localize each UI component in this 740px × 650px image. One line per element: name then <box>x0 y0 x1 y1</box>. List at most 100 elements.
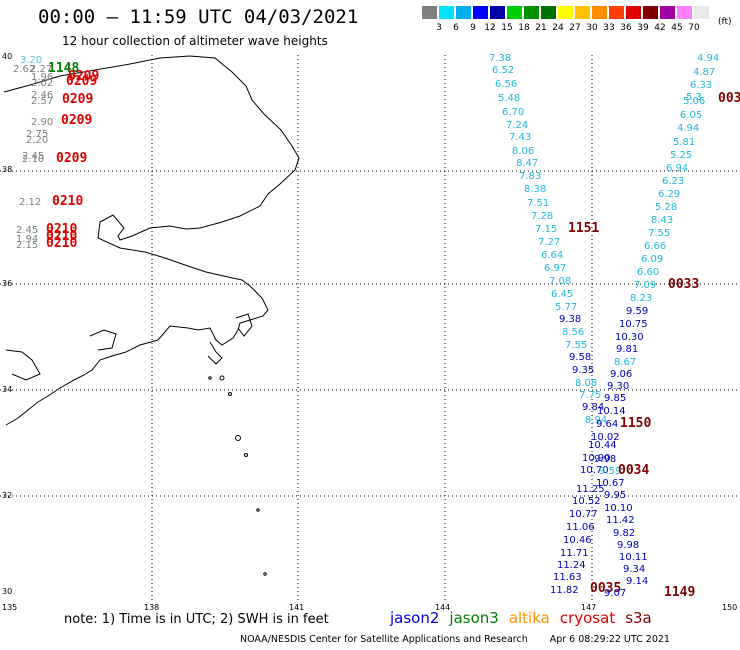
wave-height-label: 9.59 <box>626 306 648 317</box>
pass-time-label: 1150 <box>620 416 651 431</box>
wave-height-label: 2.02 <box>31 78 53 89</box>
coastline <box>3 55 300 576</box>
pass-time-label: 1149 <box>664 585 695 600</box>
wave-height-label: 7.28 <box>531 211 553 222</box>
scale-swatch <box>575 6 590 19</box>
pass-time-label: 0209 <box>62 92 93 107</box>
wave-height-label: 8.43 <box>651 215 673 226</box>
legend-item-cryosat: cryosat <box>559 609 616 627</box>
wave-height-label: 6.64 <box>541 250 563 261</box>
wave-height-label: 5.06 <box>683 96 705 107</box>
wave-height-label: 10.10 <box>604 503 633 514</box>
wave-height-label: 6.66 <box>644 241 666 252</box>
wave-height-label: 2.45 <box>16 225 38 236</box>
wave-height-label: 8.38 <box>524 184 546 195</box>
wave-height-label: 6.09 <box>641 254 663 265</box>
scale-label: 12 <box>484 23 496 33</box>
wave-height-label: 10.02 <box>591 432 620 443</box>
wave-height-label: 9.59 <box>599 466 621 477</box>
scale-swatch <box>507 6 522 19</box>
wave-height-label: 4.94 <box>677 123 699 134</box>
scale-swatch <box>524 6 539 19</box>
wave-height-label: 10.44 <box>588 440 617 451</box>
wave-height-label: 10.14 <box>597 406 626 417</box>
wave-height-label: 6.05 <box>680 110 702 121</box>
wave-height-label: 6.56 <box>495 79 517 90</box>
wave-height-label: 11.63 <box>553 572 582 583</box>
scale-swatch <box>473 6 488 19</box>
wave-height-label: 7.43 <box>509 132 531 143</box>
lon-label-135: 135 <box>2 603 18 612</box>
wave-height-label: 2.57 <box>31 96 53 107</box>
generated-time: Apr 6 08:29:22 UTC 2021 <box>549 634 670 645</box>
scale-swatch <box>439 6 454 19</box>
wave-height-label: 8.06 <box>512 146 534 157</box>
pass-time-label: 0209 <box>56 151 87 166</box>
wave-height-label: 8.08 <box>575 378 597 389</box>
wave-height-label: 2.15 <box>16 240 38 251</box>
legend-item-altika: altika <box>508 609 550 627</box>
scale-label: 18 <box>518 23 530 33</box>
scale-swatch <box>490 6 505 19</box>
wave-height-label: 10.70 <box>580 465 609 476</box>
pass-time-label: 0210 <box>46 229 77 244</box>
wave-height-label: 2.12 <box>19 197 41 208</box>
wave-height-label: 6.94 <box>666 163 688 174</box>
wave-height-label: 10.90 <box>582 453 611 464</box>
wave-height-label: 5.25 <box>670 150 692 161</box>
wave-height-label: 9.98 <box>617 540 639 551</box>
scale-label: 70 <box>688 23 700 33</box>
scale-label: 30 <box>586 23 598 33</box>
wave-height-label: 1.96 <box>31 72 53 83</box>
map-grid <box>0 55 740 600</box>
wave-height-label: 6.29 <box>658 189 680 200</box>
lon-label-150: 150 <box>722 603 738 612</box>
wave-height-label: 7.83 <box>519 171 541 182</box>
wave-height-label: 7.15 <box>535 224 557 235</box>
wave-height-label: 5.81 <box>673 137 695 148</box>
wave-height-label: 7.09 <box>634 280 656 291</box>
page-title: 00:00 – 11:59 UTC 04/03/2021 <box>38 6 359 28</box>
wave-height-label: 6.70 <box>502 107 524 118</box>
scale-label: 3 <box>436 23 442 33</box>
scale-swatch <box>609 6 624 19</box>
scale-label: 21 <box>535 23 547 33</box>
scale-unit: (ft) <box>718 17 732 27</box>
wave-height-label: 10.30 <box>615 332 644 343</box>
wave-height-label: 2.10 <box>22 154 44 165</box>
wave-height-label: 9.81 <box>616 344 638 355</box>
wave-height-label: 8.94 <box>585 415 607 426</box>
wave-height-label: 3.20 <box>20 55 42 66</box>
wave-height-label: 9.95 <box>604 490 626 501</box>
scale-swatch <box>558 6 573 19</box>
scale-label: 33 <box>603 23 615 33</box>
pass-time-label: 0210 <box>52 194 83 209</box>
wave-height-label: 6.52 <box>492 65 514 76</box>
page-subtitle: 12 hour collection of altimeter wave hei… <box>62 34 328 48</box>
scale-swatch <box>677 6 692 19</box>
pass-time-label: 0210 <box>46 222 77 237</box>
scale-swatch <box>626 6 641 19</box>
lat-label-34: 34 <box>2 385 13 394</box>
lon-label-144: 144 <box>435 603 451 612</box>
wave-height-label: 10.46 <box>563 535 592 546</box>
pass-time-label: 1151 <box>568 221 599 236</box>
lat-label-36: 36 <box>2 279 13 288</box>
wave-height-label: 7.55 <box>648 228 670 239</box>
wave-height-label: 6.33 <box>690 80 712 91</box>
satellite-legend: jason2 jason3 altika cryosat s3a <box>390 609 662 627</box>
lat-label-30: 30 <box>2 587 13 596</box>
legend-item-s3a: s3a <box>625 609 652 627</box>
wave-height-label: 4.94 <box>697 53 719 64</box>
wave-height-label: 4.87 <box>693 67 715 78</box>
wave-height-label: 9.34 <box>623 564 645 575</box>
lon-label-147: 147 <box>581 603 597 612</box>
wave-height-label: 2.90 <box>31 117 53 128</box>
wave-height-label: 9.30 <box>607 381 629 392</box>
wave-height-label: 9.35 <box>572 365 594 376</box>
lat-label-38: 38 <box>2 165 13 174</box>
wave-height-label: 5.28 <box>655 202 677 213</box>
scale-label: 42 <box>654 23 666 33</box>
wave-height-label: 2.27 <box>30 64 52 75</box>
